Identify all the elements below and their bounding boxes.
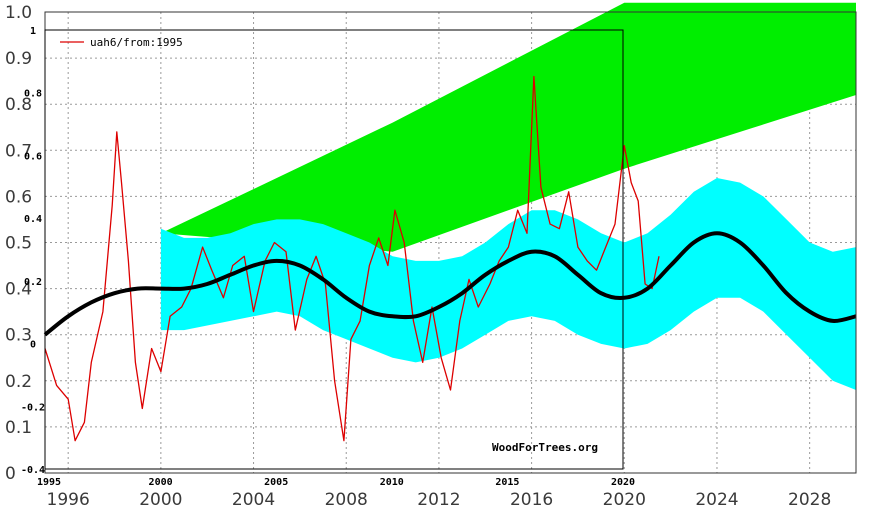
outer-y-tick-label: 0.7 (5, 141, 32, 161)
outer-x-tick-label: 2000 (139, 490, 182, 510)
outer-y-tick-label: 0.5 (5, 234, 32, 254)
trend-lines (43, 75, 857, 442)
outer-x-tick-label: 2028 (788, 490, 831, 510)
outer-x-tick-label: 2024 (695, 490, 738, 510)
inner-y-tick-label: 0 (30, 340, 36, 351)
outer-y-tick-label: 0.2 (5, 372, 32, 392)
outer-y-tick-label: 0.9 (5, 49, 32, 69)
legend: uah6/from:1995 (60, 36, 183, 49)
outer-y-tick-label: 0.8 (5, 95, 32, 115)
inner-y-tick-label: 1 (30, 26, 36, 37)
outer-y-tick-label: 0.1 (5, 418, 32, 438)
outer-y-tick-label: 0.4 (5, 280, 32, 300)
inner-x-tick-label: 2015 (495, 477, 519, 488)
inner-y-tick-label: 0.2 (24, 277, 42, 288)
inner-frame (44, 29, 624, 470)
inner-y-tick-label: 0.8 (24, 89, 42, 100)
outer-x-tick-label: 2012 (417, 490, 460, 510)
smoothed-trend (43, 231, 857, 337)
outer-x-tick-label: 1996 (47, 490, 90, 510)
projection-range-upper (160, 2, 856, 252)
inner-y-tick-label: -0.2 (21, 402, 45, 413)
natural-variability-band (160, 178, 856, 390)
outer-x-tick-label: 2016 (510, 490, 553, 510)
outer-x-tick-label: 2008 (325, 490, 368, 510)
inner-y-tick-label: 0.6 (24, 151, 42, 162)
inner-x-tick-label: 2005 (264, 477, 288, 488)
inner-x-tick-label: 2000 (149, 477, 173, 488)
outer-y-tick-label: 0.3 (5, 326, 32, 346)
inner-x-tick-label: 1995 (37, 477, 61, 488)
outer-y-tick-label: 1.0 (5, 3, 32, 23)
inner-y-tick-label: -0.4 (21, 465, 45, 476)
inner-x-tick-label: 2010 (380, 477, 404, 488)
chart-frames (44, 11, 857, 474)
watermark: WoodForTrees.org (492, 441, 598, 454)
inner-y-tick-label: 0.4 (24, 214, 42, 225)
uah6/from:1995 (44, 75, 660, 442)
legend-label: uah6/from:1995 (90, 36, 183, 49)
inner-x-tick-label: 2020 (611, 477, 635, 488)
outer-x-tick-label: 2020 (603, 490, 646, 510)
area-bands (160, 2, 856, 390)
outer-x-tick-label: 2004 (232, 490, 275, 510)
outer-y-tick-label: 0 (5, 464, 16, 484)
outer-y-tick-label: 0.6 (5, 187, 32, 207)
